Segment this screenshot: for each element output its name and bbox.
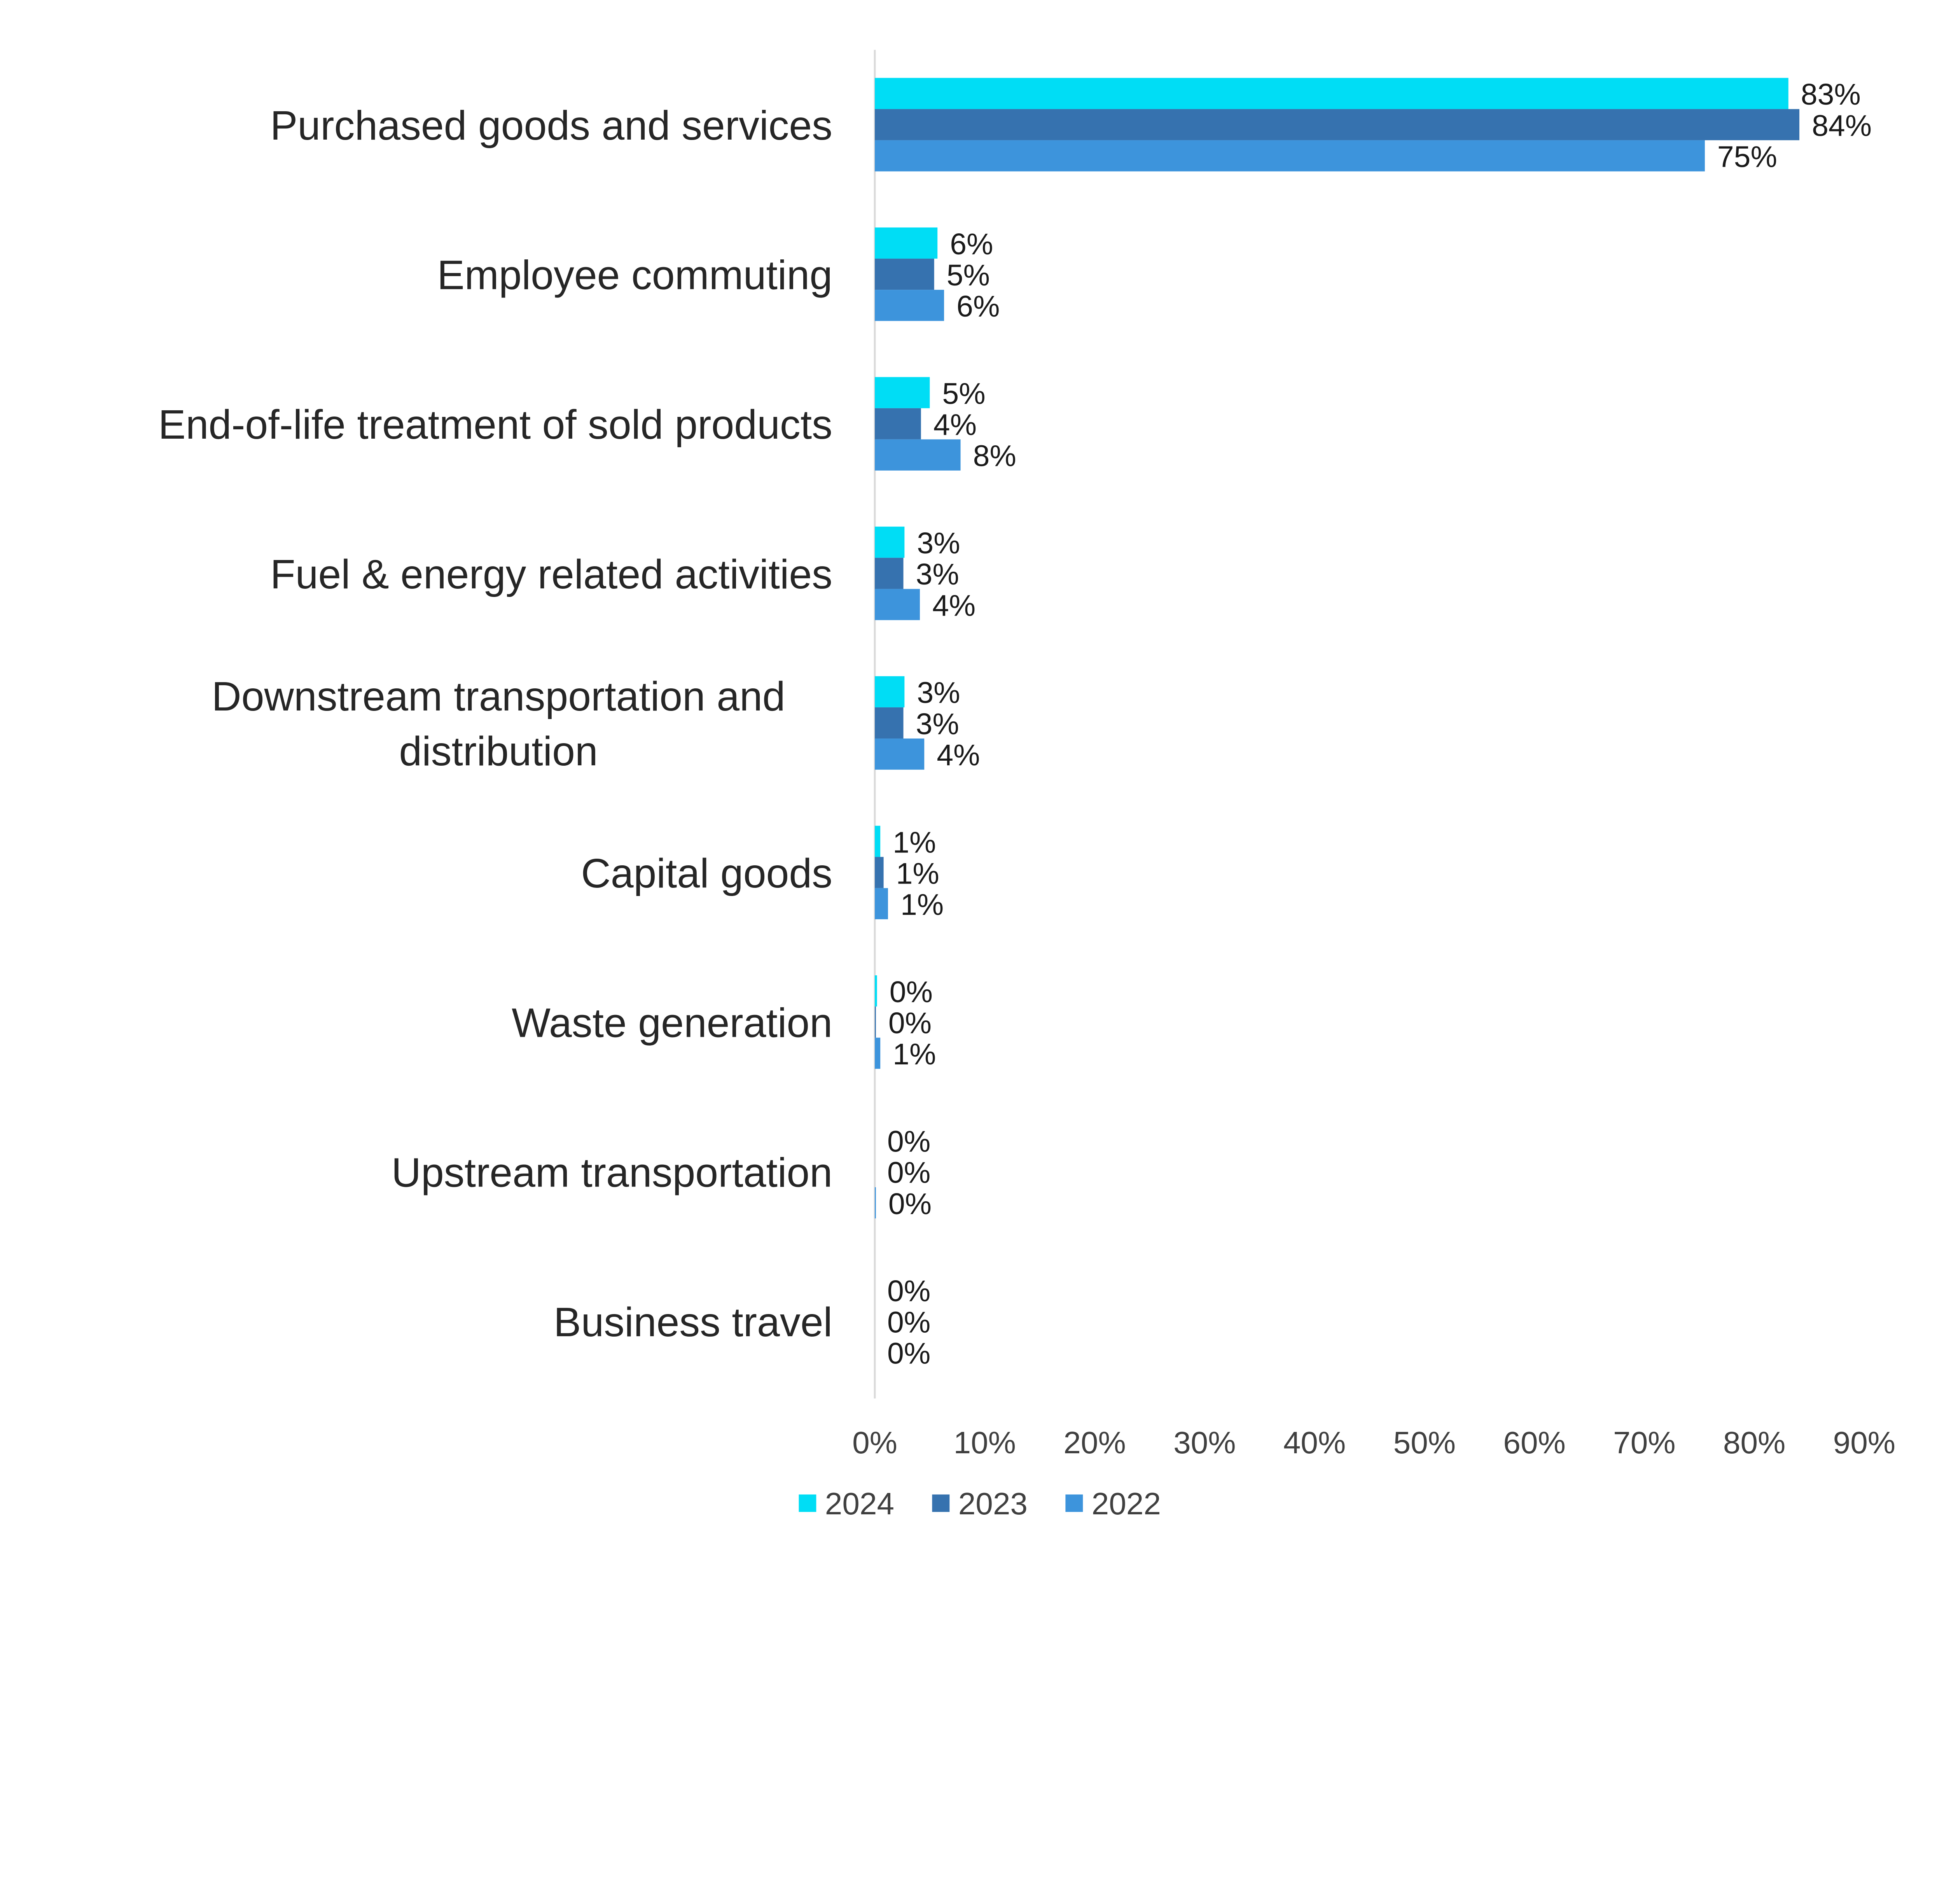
- data-label-2022: 0%: [887, 1337, 930, 1370]
- category-label: Capital goods: [581, 850, 832, 896]
- data-label-2024: 83%: [1801, 78, 1861, 111]
- legend-label-2022: 2022: [1092, 1486, 1161, 1521]
- data-label-2022: 1%: [900, 888, 944, 922]
- bar-2022: [874, 1038, 881, 1069]
- category-label: Waste generation: [512, 1000, 832, 1046]
- category-labels: Purchased goods and services Employee com…: [158, 103, 832, 1345]
- data-label-2022: 4%: [932, 589, 975, 622]
- x-tick-label: 50%: [1393, 1425, 1456, 1460]
- legend-label-2024: 2024: [825, 1486, 894, 1521]
- category-label: Downstream transportation and: [212, 674, 785, 719]
- data-label-2023: 3%: [916, 558, 959, 591]
- bar-2022: [874, 738, 925, 770]
- category-label: Purchased goods and services: [270, 103, 832, 149]
- x-tick-label: 40%: [1283, 1425, 1346, 1460]
- legend-swatch-2023: [932, 1494, 950, 1512]
- data-label-2022: 0%: [888, 1187, 932, 1221]
- data-label-2023: 0%: [887, 1306, 930, 1339]
- data-label-2022: 4%: [937, 738, 980, 772]
- bar-2023: [874, 558, 904, 589]
- bar-2022: [874, 888, 888, 919]
- data-label-2024: 0%: [890, 975, 933, 1009]
- bar-2024: [874, 377, 930, 408]
- data-label-2024: 5%: [942, 377, 985, 410]
- data-label-2024: 6%: [950, 228, 993, 261]
- bar-2023: [874, 109, 1800, 140]
- data-label-2023: 3%: [916, 707, 959, 741]
- bar-2024: [874, 826, 881, 857]
- x-tick-label: 80%: [1723, 1425, 1785, 1460]
- bar-2024: [874, 527, 905, 558]
- data-label-2024: 0%: [887, 1125, 930, 1158]
- data-label-2022: 1%: [893, 1038, 936, 1071]
- category-label: Fuel & energy related activities: [270, 551, 832, 597]
- x-tick-label: 0%: [852, 1425, 897, 1460]
- data-label-2024: 3%: [917, 527, 960, 560]
- bar-2022: [874, 140, 1705, 172]
- data-label-2023: 0%: [888, 1006, 932, 1040]
- legend-swatch-2022: [1065, 1494, 1083, 1512]
- legend: 2024 2023 2022: [799, 1486, 1161, 1521]
- x-axis-ticks: 0% 10% 20% 30% 40% 50% 60% 70% 80% 90%: [852, 1425, 1895, 1460]
- data-label-2023: 1%: [896, 857, 939, 890]
- bar-2024: [874, 975, 877, 1007]
- data-label-2024: 0%: [887, 1274, 930, 1308]
- category-label: End-of-life treatment of sold products: [158, 402, 832, 448]
- data-label-2022: 75%: [1717, 140, 1777, 173]
- x-tick-label: 20%: [1063, 1425, 1126, 1460]
- legend-label-2023: 2023: [958, 1486, 1028, 1521]
- category-label: Upstream transportation: [392, 1150, 832, 1195]
- bar-chart: Purchased goods and services Employee com…: [158, 50, 1895, 1521]
- bar-2022: [874, 439, 961, 471]
- x-tick-label: 70%: [1613, 1425, 1675, 1460]
- bar-2022: [874, 290, 944, 321]
- bar-2024: [874, 676, 905, 707]
- bar-2024: [874, 227, 938, 259]
- data-label-2023: 4%: [934, 408, 977, 442]
- bar-2023: [874, 1006, 876, 1038]
- data-label-2022: 8%: [973, 439, 1016, 473]
- x-tick-label: 10%: [954, 1425, 1016, 1460]
- bar-2023: [874, 707, 904, 739]
- x-tick-label: 60%: [1503, 1425, 1565, 1460]
- bar-2022: [874, 1187, 876, 1219]
- data-label-2023: 5%: [947, 259, 990, 292]
- bar-2023: [874, 857, 884, 888]
- x-tick-label: 90%: [1833, 1425, 1895, 1460]
- category-label: distribution: [399, 728, 598, 774]
- bar-2024: [874, 78, 1788, 109]
- category-label: Employee commuting: [437, 252, 832, 298]
- bar-2022: [874, 589, 920, 620]
- bar-2023: [874, 259, 934, 290]
- category-label: Business travel: [554, 1299, 832, 1345]
- legend-swatch-2024: [799, 1494, 816, 1512]
- data-label-2023: 0%: [887, 1156, 930, 1190]
- data-label-2024: 1%: [893, 826, 936, 859]
- data-label-2024: 3%: [917, 676, 960, 710]
- bar-2023: [874, 408, 921, 439]
- data-label-2022: 6%: [956, 290, 1000, 323]
- x-tick-label: 30%: [1173, 1425, 1236, 1460]
- data-label-2023: 84%: [1812, 109, 1872, 142]
- bars: 83%84%75%6%5%6%5%4%8%3%3%4%3%3%4%1%1%1%0…: [874, 78, 1872, 1370]
